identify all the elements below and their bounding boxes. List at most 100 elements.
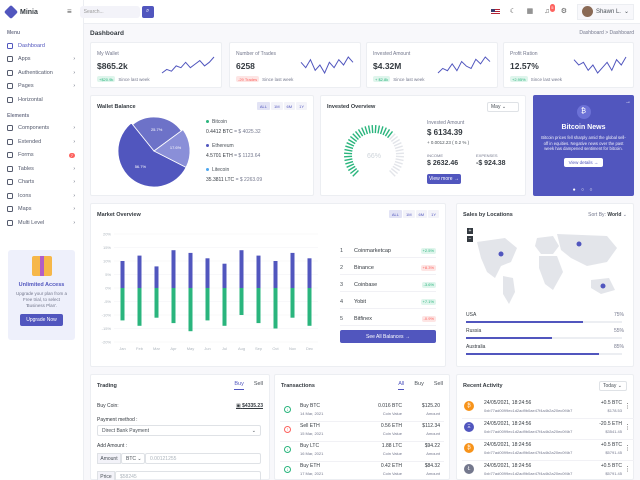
stat-label: Profit Ration bbox=[510, 51, 538, 57]
sidebar-item-apps[interactable]: Apps › bbox=[0, 53, 83, 67]
wallet-legend-item: Bitcoin 0.4412 BTC = $ 4025.32 bbox=[206, 119, 261, 135]
more-vertical-icon[interactable]: ⋮ bbox=[624, 403, 631, 410]
sidebar-item-dashboard[interactable]: Dashboard bbox=[0, 39, 83, 53]
sidebar-item-forms[interactable]: Forms 7 bbox=[0, 149, 83, 163]
grid-apps-icon[interactable]: ▦ bbox=[526, 7, 534, 15]
sidebar-item-tables[interactable]: Tables › bbox=[0, 162, 83, 176]
chevron-right-icon: › bbox=[73, 192, 75, 199]
sidebar-item-components[interactable]: Components › bbox=[0, 122, 83, 136]
stat-label: My Wallet bbox=[97, 51, 119, 57]
gauge-tick bbox=[394, 160, 403, 165]
activity-date: 24/05/2021, 18:24:56 bbox=[484, 442, 532, 448]
sidebar-item-pages[interactable]: Pages › bbox=[0, 80, 83, 94]
tab-1m[interactable]: 1M bbox=[270, 102, 283, 110]
location-percent: 75% bbox=[613, 312, 624, 318]
see-all-balances-button[interactable]: See All Balances → bbox=[340, 330, 436, 343]
more-vertical-icon[interactable]: ⋮ bbox=[624, 424, 631, 431]
invested-gauge: 66% bbox=[344, 125, 404, 177]
gift-icon bbox=[31, 256, 52, 276]
sidebar-item-multi-level[interactable]: Multi Level › bbox=[0, 216, 83, 230]
language-flag-icon[interactable] bbox=[490, 8, 500, 15]
transaction-row[interactable]: ↑ Sell ETH 15 Mar, 2021 0.56 ETH Coin Value $… bbox=[280, 420, 444, 442]
grid-icon bbox=[7, 56, 13, 63]
trading-tab-buy[interactable]: Buy bbox=[234, 381, 244, 390]
activity-date: 24/05/2021, 18:24:56 bbox=[484, 463, 532, 469]
market-row[interactable]: 3 Coinbase -3.6% bbox=[340, 278, 436, 292]
price-input[interactable]: $58245 bbox=[115, 471, 261, 480]
tab-all[interactable]: ALL bbox=[256, 102, 270, 110]
market-row[interactable]: 2 Binance +8.3% bbox=[340, 261, 436, 275]
sidebar-item-charts[interactable]: Charts › bbox=[0, 176, 83, 190]
sidebar-item-authentication[interactable]: Authentication › bbox=[0, 66, 83, 80]
stat-sparkline bbox=[573, 56, 627, 74]
search-button[interactable]: ⌕ bbox=[141, 5, 154, 18]
market-row[interactable]: 4 Yobit +7.1% bbox=[340, 295, 436, 309]
transaction-row[interactable]: ↓ Buy BTC 14 Mar, 2021 0.016 BTC Coin Value $… bbox=[280, 400, 444, 422]
gauge-tick bbox=[389, 133, 396, 140]
market-rank: 5 bbox=[340, 315, 344, 322]
activity-value: +0.5 BTC bbox=[600, 400, 622, 406]
activity-row[interactable]: Ł 24/05/2021, 18:24:56 0xb77ad0099ec1d2ad9… bbox=[462, 460, 634, 480]
activity-row[interactable]: ₿ 24/05/2021, 18:24:56 0xb77ad0099ec1d2ad9… bbox=[462, 439, 634, 461]
stat-footer: +2.95% Since last week bbox=[510, 76, 562, 82]
bell-icon[interactable]: ♫ 5 bbox=[544, 3, 555, 15]
stat-sparkline bbox=[437, 56, 491, 74]
activity-period-select[interactable]: Today ⌄ bbox=[599, 381, 627, 391]
arrow-icon[interactable]: → bbox=[625, 99, 631, 105]
market-row[interactable]: 1 Coinmarketcap +2.5% bbox=[340, 244, 436, 258]
upgrade-now-button[interactable]: Upgrade Now bbox=[20, 314, 63, 326]
gauge-tick bbox=[392, 138, 401, 145]
gauge-tick bbox=[361, 127, 366, 136]
view-details-button[interactable]: View details → bbox=[563, 157, 604, 167]
sidebar-item-label: Charts bbox=[18, 179, 35, 186]
legend-usd: = $ 1123.64 bbox=[234, 153, 261, 159]
transactions-tab-all[interactable]: All bbox=[398, 381, 405, 390]
transaction-row[interactable]: ↓ Buy LTC 16 Mar, 2021 1.88 LTC Coin Value $9… bbox=[280, 440, 444, 462]
carousel-dots[interactable]: ● ○ ○ bbox=[572, 187, 595, 193]
bar-series-1 bbox=[205, 288, 210, 321]
more-vertical-icon[interactable]: ⋮ bbox=[624, 445, 631, 452]
zoom-in-button[interactable]: + bbox=[467, 228, 473, 234]
payment-method-select[interactable]: Direct Bank Payment ⌄ bbox=[97, 425, 261, 436]
sort-select[interactable]: Sort By: World ⌄ bbox=[588, 212, 627, 218]
sidebar-item-horizontal[interactable]: Horizontal bbox=[0, 93, 83, 107]
gauge-tick bbox=[392, 165, 401, 172]
tab-all[interactable]: ALL bbox=[388, 210, 402, 218]
transaction-row[interactable]: ↓ Buy ETH 17 Mar, 2021 0.42 ETH Coin Value $8… bbox=[280, 460, 444, 480]
coin-select[interactable]: BTC ⌄ bbox=[121, 453, 145, 464]
trading-tab-sell[interactable]: Sell bbox=[253, 381, 263, 387]
amount-input[interactable]: 0.00121255 bbox=[145, 453, 261, 464]
invested-title: Invested Overview bbox=[327, 104, 376, 110]
wallet-balance-link[interactable]: ▣ $4335.23 bbox=[236, 403, 263, 409]
brand[interactable]: Minia bbox=[0, 0, 83, 24]
sidebar-item-maps[interactable]: Maps › bbox=[0, 203, 83, 217]
elements-section-title: Elements bbox=[7, 112, 30, 119]
moon-icon[interactable]: ☾ bbox=[509, 7, 517, 15]
user-menu[interactable]: Shawn L. ⌄ bbox=[576, 3, 634, 20]
search-input[interactable]: Search... bbox=[79, 5, 140, 18]
activity-row[interactable]: ₿ 24/05/2021, 18:24:56 0xb77ad0099ec1d2ad9… bbox=[462, 397, 634, 419]
invested-overview-card: Invested Overview May ⌄ 66% Invested Amo… bbox=[320, 95, 526, 196]
settings-gear-icon[interactable]: ⚙ bbox=[560, 7, 568, 15]
stat-label: Number of Trades bbox=[236, 51, 277, 57]
month-select[interactable]: May ⌄ bbox=[487, 102, 519, 112]
sidebar-item-icons[interactable]: Icons › bbox=[0, 189, 83, 203]
zoom-out-button[interactable]: − bbox=[467, 236, 473, 242]
menu-toggle-icon[interactable]: ≡ bbox=[67, 7, 72, 16]
tab-6m[interactable]: 6M bbox=[415, 210, 428, 218]
transactions-tab-buy[interactable]: Buy bbox=[414, 381, 424, 387]
x-tick-label: Dec bbox=[306, 346, 313, 351]
tab-1y[interactable]: 1Y bbox=[428, 210, 439, 218]
transactions-tab-sell[interactable]: Sell bbox=[433, 381, 443, 387]
more-vertical-icon[interactable]: ⋮ bbox=[624, 466, 631, 473]
activity-row[interactable]: Ξ 24/05/2021, 18:24:56 0xb77ad0099ec1d2ad9… bbox=[462, 418, 634, 440]
tab-6m[interactable]: 6M bbox=[283, 102, 296, 110]
tab-1y[interactable]: 1Y bbox=[296, 102, 307, 110]
view-more-button[interactable]: View more → bbox=[427, 174, 461, 184]
market-row[interactable]: 5 Bitfinex -0.9% bbox=[340, 312, 436, 326]
sidebar-item-extended[interactable]: Extended › bbox=[0, 135, 83, 149]
chevron-right-icon: › bbox=[73, 179, 75, 186]
activity-usd: $5791.45 bbox=[605, 471, 622, 476]
tab-1m[interactable]: 1M bbox=[402, 210, 415, 218]
transaction-name: Buy ETH bbox=[300, 463, 321, 469]
